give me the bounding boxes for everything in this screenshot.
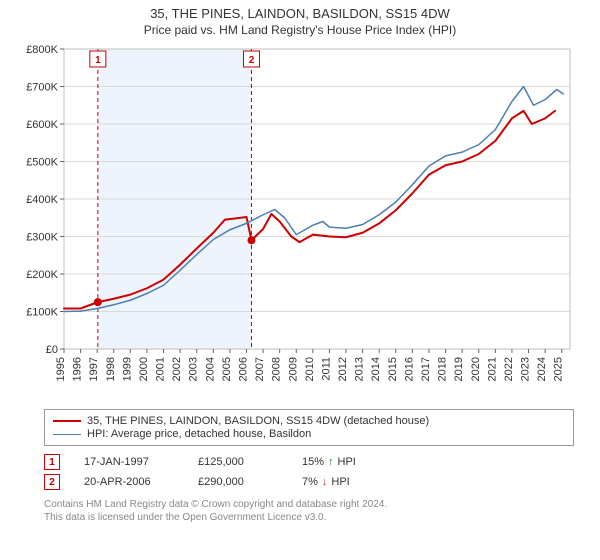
y-tick-label: £600K: [26, 119, 58, 131]
x-tick-label: 2014: [370, 357, 382, 381]
sale-price: £125,000: [198, 456, 278, 468]
sale-delta: 7% ↓HPI: [302, 476, 350, 488]
legend-label: 35, THE PINES, LAINDON, BASILDON, SS15 4…: [87, 415, 429, 427]
legend-row: 35, THE PINES, LAINDON, BASILDON, SS15 4…: [53, 415, 565, 427]
sale-delta-label: HPI: [331, 476, 349, 488]
sale-delta-label: HPI: [338, 456, 356, 468]
x-tick-label: 2010: [304, 357, 316, 381]
x-tick-label: 2022: [503, 357, 515, 381]
x-tick-label: 2018: [437, 357, 449, 381]
x-tick-label: 1998: [105, 357, 117, 381]
arrow-down-icon: ↓: [322, 476, 328, 488]
sale-date: 20-APR-2006: [84, 476, 174, 488]
y-tick-label: £400K: [26, 194, 58, 206]
footer-line1: Contains HM Land Registry data © Crown c…: [44, 498, 574, 511]
sale-marker-badge-label: 1: [95, 55, 101, 66]
x-tick-label: 2004: [204, 357, 216, 381]
y-tick-label: £100K: [26, 307, 58, 319]
sale-badge: 2: [44, 474, 60, 490]
x-tick-label: 2023: [520, 357, 532, 381]
x-tick-label: 2017: [420, 357, 432, 381]
chart: £0 £100K £200K £300K £400K £500K £600K £700K £80…: [20, 43, 580, 403]
legend-label: HPI: Average price, detached house, Basi…: [87, 428, 311, 440]
y-tick-label: £300K: [26, 232, 58, 244]
x-tick-label: 2006: [237, 357, 249, 381]
x-tick-label: 2007: [254, 357, 266, 381]
title-block: 35, THE PINES, LAINDON, BASILDON, SS15 4…: [0, 0, 600, 39]
x-tick-label: 2009: [287, 357, 299, 381]
legend-swatch: [53, 434, 81, 435]
sale-price: £290,000: [198, 476, 278, 488]
sale-badge: 1: [44, 454, 60, 470]
arrow-up-icon: ↑: [328, 456, 334, 468]
legend-row: HPI: Average price, detached house, Basi…: [53, 428, 565, 440]
title-main: 35, THE PINES, LAINDON, BASILDON, SS15 4…: [0, 6, 600, 21]
y-tick-label: £800K: [26, 44, 58, 56]
x-tick-label: 2025: [553, 357, 565, 381]
footer: Contains HM Land Registry data © Crown c…: [44, 498, 574, 524]
legend: 35, THE PINES, LAINDON, BASILDON, SS15 4…: [44, 409, 574, 446]
x-tick-label: 2011: [320, 357, 332, 381]
x-tick-label: 2005: [221, 357, 233, 381]
sale-delta: 15% ↑ HPI: [302, 456, 356, 468]
footer-line2: This data is licensed under the Open Gov…: [44, 511, 574, 524]
x-tick-label: 2015: [387, 357, 399, 381]
y-tick-label: £200K: [26, 269, 58, 281]
y-tick-label: £500K: [26, 157, 58, 169]
x-tick-label: 1999: [121, 357, 133, 381]
y-tick-label: £0: [46, 344, 58, 356]
sale-marker-badge-label: 2: [249, 55, 255, 66]
x-tick-label: 2021: [486, 357, 498, 381]
chart-svg: £0 £100K £200K £300K £400K £500K £600K £700K £80…: [20, 43, 580, 403]
x-tick-label: 2016: [403, 357, 415, 381]
x-tick-label: 2012: [337, 357, 349, 381]
x-tick-label: 2020: [470, 357, 482, 381]
x-tick-label: 2001: [155, 357, 167, 381]
x-tick-label: 2000: [138, 357, 150, 381]
sale-delta-pct: 7%: [302, 476, 318, 488]
sale-row: 1 17-JAN-1997 £125,000 15% ↑ HPI: [44, 452, 574, 472]
x-tick-label: 2013: [354, 357, 366, 381]
x-tick-label: 2019: [453, 357, 465, 381]
x-tick-label: 2003: [188, 357, 200, 381]
title-sub: Price paid vs. HM Land Registry's House …: [0, 23, 600, 37]
sale-row: 2 20-APR-2006 £290,000 7% ↓HPI: [44, 472, 574, 492]
legend-swatch: [53, 420, 81, 422]
sales-table: 1 17-JAN-1997 £125,000 15% ↑ HPI 2 20-APR-2006 £…: [44, 452, 574, 492]
sale-date: 17-JAN-1997: [84, 456, 174, 468]
x-tick-label: 2002: [171, 357, 183, 381]
sale-delta-pct: 15%: [302, 456, 324, 468]
y-tick-label: £700K: [26, 82, 58, 94]
x-tick-label: 1995: [55, 357, 67, 381]
x-tick-label: 1996: [72, 357, 84, 381]
x-tick-label: 2008: [271, 357, 283, 381]
x-tick-label: 2024: [536, 357, 548, 381]
x-tick-label: 1997: [88, 357, 100, 381]
